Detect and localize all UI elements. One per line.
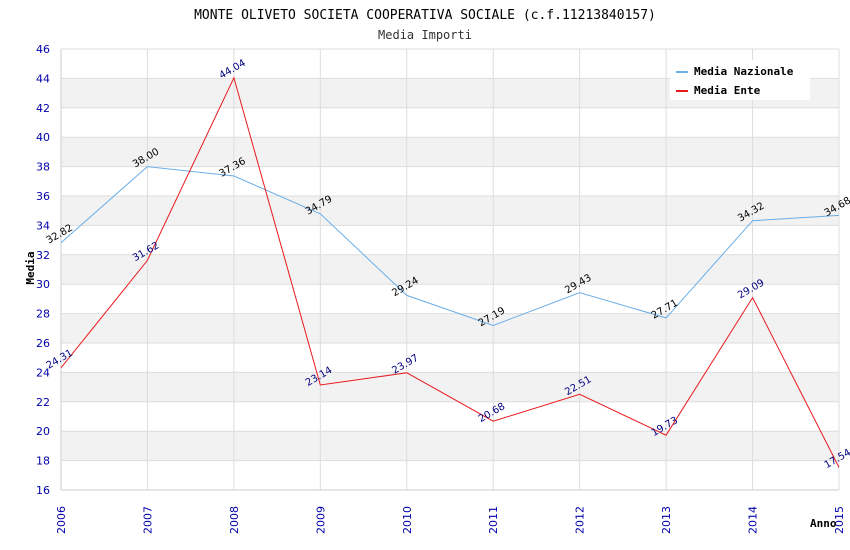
y-tick-labels: 16 18 20 22 24 26 28 30 32 34 36 38 40 42 44 46 <box>36 43 50 497</box>
x-tick-label: 2009 <box>314 506 327 534</box>
y-tick-label: 38 <box>36 161 50 174</box>
y-tick-label: 32 <box>36 249 50 262</box>
y-tick-label: 34 <box>36 219 50 232</box>
y-tick-label: 46 <box>36 43 50 56</box>
y-tick-label: 30 <box>36 278 50 291</box>
x-tick-label: 2012 <box>574 506 587 534</box>
grid-band <box>61 313 839 343</box>
y-tick-label: 18 <box>36 455 50 468</box>
x-tick-label: 2007 <box>141 506 154 534</box>
y-tick-label: 26 <box>36 337 50 350</box>
y-tick-label: 40 <box>36 131 50 144</box>
grid-band <box>61 254 839 285</box>
y-axis-label: Media <box>24 251 37 284</box>
grid-band <box>61 137 839 167</box>
y-tick-label: 28 <box>36 308 50 321</box>
y-tick-label: 20 <box>36 425 50 438</box>
chart-title: MONTE OLIVETO SOCIETA COOPERATIVA SOCIAL… <box>194 8 656 23</box>
y-tick-label: 36 <box>36 190 50 203</box>
x-tick-label: 2011 <box>487 506 500 534</box>
x-tick-label: 2014 <box>747 506 760 534</box>
x-axis-label: Anno <box>810 517 837 530</box>
x-tick-label: 2015 <box>833 506 846 534</box>
legend-label-nazionale: Media Nazionale <box>694 65 794 78</box>
chart-subtitle: Media Importi <box>378 28 472 42</box>
x-tick-label: 2006 <box>55 506 68 534</box>
grid-band <box>61 196 839 226</box>
x-tick-label: 2013 <box>660 506 673 534</box>
series-line-ente <box>60 76 840 468</box>
series-lines <box>60 76 840 468</box>
grid-band <box>61 431 839 461</box>
series-line-nazionale <box>60 166 840 327</box>
legend: Media Nazionale Media Ente <box>670 60 810 100</box>
y-tick-label: 22 <box>36 396 50 409</box>
x-tick-label: 2010 <box>401 506 414 534</box>
axes <box>60 49 839 491</box>
x-tick-labels: 2006 2007 2008 2009 2010 2011 2012 2013 2014 2015 <box>55 506 846 534</box>
legend-label-ente: Media Ente <box>694 84 761 97</box>
x-tick-label: 2008 <box>228 506 241 534</box>
data-label-ente: 24.31 <box>45 348 75 372</box>
y-tick-label: 16 <box>36 484 50 497</box>
data-label-ente: 20.68 <box>477 401 507 425</box>
y-tick-label: 24 <box>36 366 50 379</box>
legend-box <box>670 60 810 100</box>
y-tick-label: 42 <box>36 102 50 115</box>
grid-bands <box>61 78 839 461</box>
y-tick-label: 44 <box>36 72 50 85</box>
